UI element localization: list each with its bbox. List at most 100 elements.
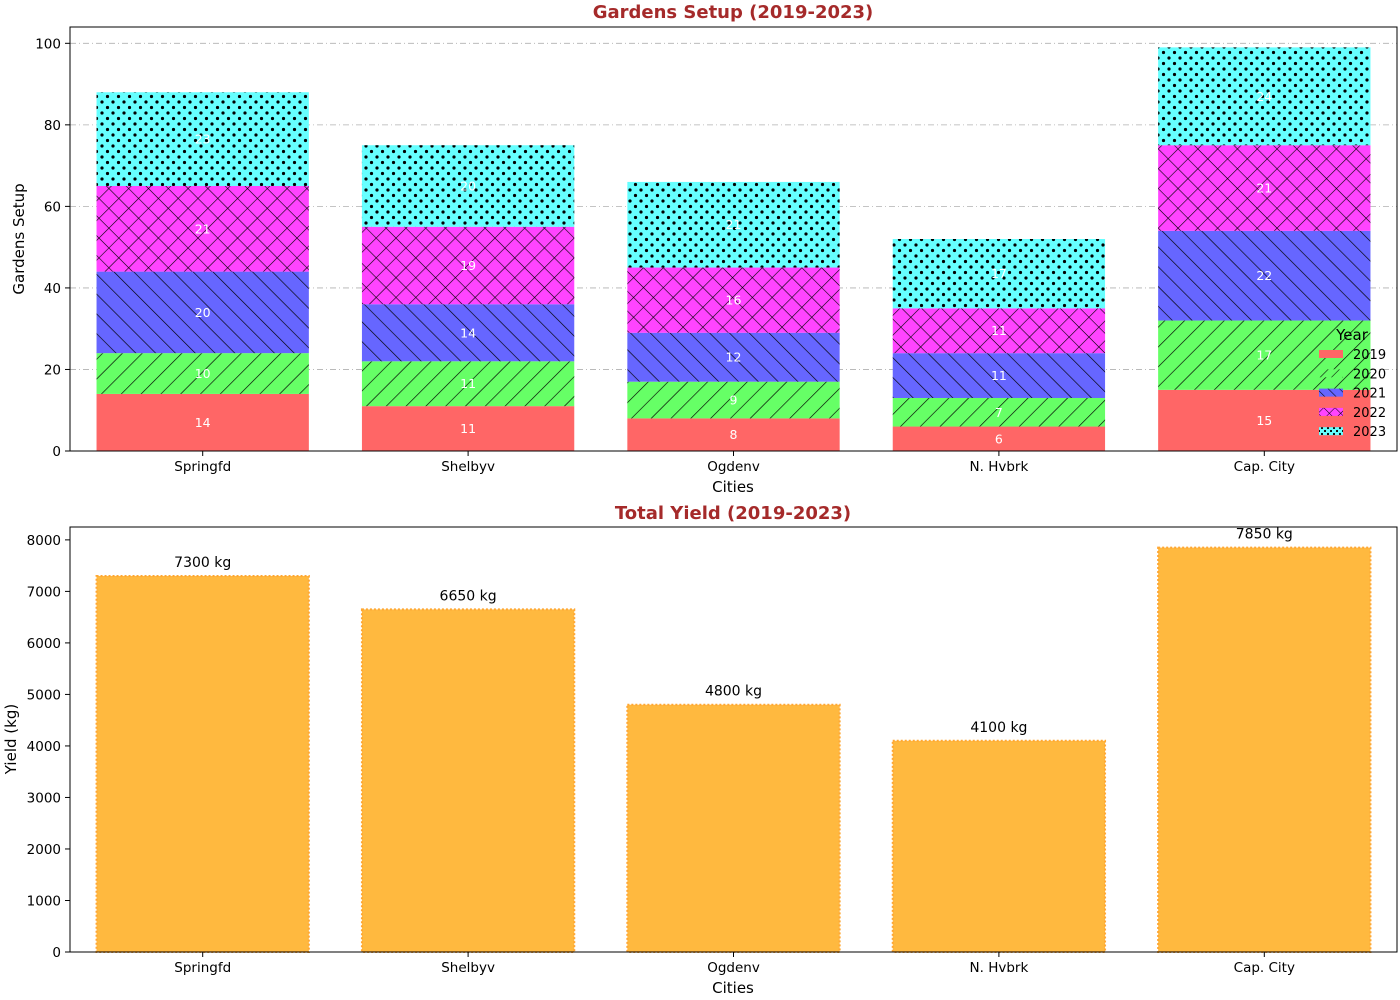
y-tick-label: 6000 — [27, 636, 61, 652]
bar-segment-hatch — [627, 181, 840, 268]
bar-segment-hatch — [892, 353, 1106, 398]
bar-segment-hatch — [361, 361, 575, 407]
segment-value-label: 21 — [195, 221, 211, 236]
bar-segment-hatch — [892, 308, 1106, 354]
legend-label: 2020 — [1353, 367, 1386, 382]
bar-segment-hatch — [96, 271, 309, 354]
y-tick-label: 3000 — [27, 790, 61, 806]
legend-swatch-hatch — [1319, 369, 1343, 378]
yield-bar — [1157, 546, 1372, 954]
y-tick-label: 40 — [44, 281, 61, 297]
y-tick-label: 0 — [52, 945, 61, 961]
y-tick-label: 8000 — [27, 533, 61, 549]
bar-segment-hatch — [96, 353, 309, 394]
bar-value-label: 4800 kg — [705, 684, 762, 700]
bar-segment-hatch — [1158, 145, 1371, 231]
chart2-title: Total Yield (2019-2023) — [615, 503, 851, 524]
legend-swatch-hatch — [1319, 407, 1343, 416]
yield-bar — [626, 703, 841, 954]
segment-value-label: 11 — [460, 421, 476, 436]
segment-value-label: 14 — [195, 415, 211, 430]
gardens-setup-chart: Gardens Setup (2019-2023) 14102021231111… — [10, 2, 1398, 496]
bar-segment-hatch — [361, 304, 575, 362]
bar-value-label: 7850 kg — [1236, 527, 1293, 543]
segment-value-label: 10 — [195, 366, 211, 381]
y-tick-label: 4000 — [27, 739, 61, 755]
segment-value-label: 12 — [726, 350, 742, 365]
x-tick-label: Shelbyv — [441, 960, 495, 976]
segment-value-label: 22 — [1256, 268, 1272, 283]
legend-swatch — [1319, 350, 1343, 358]
segment-value-label: 20 — [195, 305, 211, 320]
bar-segment — [627, 418, 840, 451]
segment-value-label: 11 — [991, 323, 1007, 338]
bar-value-label: 6650 kg — [440, 588, 497, 604]
chart1-title: Gardens Setup (2019-2023) — [593, 2, 874, 23]
legend-label: 2019 — [1353, 348, 1386, 363]
yield-bar — [891, 739, 1107, 954]
y-tick-label: 7000 — [27, 584, 61, 600]
yield-bar — [360, 608, 576, 953]
bar-segment-hatch — [627, 381, 840, 419]
segment-value-label: 23 — [195, 132, 211, 147]
bar-segment-hatch — [361, 145, 575, 227]
x-tick-label: N. Hvbrk — [970, 960, 1029, 976]
x-tick-label: Springfd — [174, 960, 231, 976]
x-tick-label: Springfd — [174, 459, 231, 475]
chart2-x-axis-label: Cities — [712, 979, 754, 997]
bar-value-label: 7300 kg — [174, 555, 231, 571]
yield-bar — [95, 574, 310, 953]
chart1-x-axis-label: Cities — [712, 478, 754, 496]
segment-value-label: 19 — [460, 258, 476, 273]
segment-value-label: 17 — [1256, 348, 1272, 363]
legend-swatch-hatch — [1319, 388, 1343, 397]
bar-value-label: 4100 kg — [970, 720, 1027, 736]
y-tick-label: 100 — [35, 36, 61, 52]
legend-label: 2022 — [1353, 406, 1386, 421]
segment-value-label: 14 — [460, 325, 476, 340]
bar-segment-hatch — [1158, 47, 1371, 146]
segment-value-label: 16 — [726, 293, 742, 308]
bar-segment-hatch — [1158, 230, 1371, 321]
bar-segment-hatch — [892, 239, 1106, 309]
total-yield-chart: Total Yield (2019-2023) 7300 kg 6650 kg 48… — [2, 503, 1398, 997]
y-tick-label: 1000 — [27, 893, 61, 909]
segment-value-label: 15 — [1256, 413, 1272, 428]
legend-label: 2021 — [1353, 387, 1386, 402]
legend-swatch-hatch — [1319, 427, 1343, 436]
bar-segment-hatch — [96, 186, 309, 272]
legend-label: 2023 — [1353, 425, 1386, 440]
x-tick-label: N. Hvbrk — [970, 459, 1029, 475]
segment-value-label: 21 — [726, 217, 742, 232]
chart2-y-axis-label: Yield (kg) — [2, 704, 20, 775]
x-tick-label: Shelbyv — [441, 459, 495, 475]
bar-segment-hatch — [361, 226, 575, 305]
bar-segment-hatch — [627, 267, 840, 333]
y-tick-label: 0 — [52, 444, 61, 460]
bar-segment — [361, 406, 575, 451]
bar-segment-hatch — [627, 332, 840, 382]
bar-segment — [1158, 389, 1371, 451]
bar-segment-hatch — [96, 92, 309, 186]
segment-value-label: 11 — [991, 368, 1007, 383]
segment-value-label: 6 — [995, 431, 1003, 446]
segment-value-label: 24 — [1256, 89, 1272, 104]
legend-title: Year — [1335, 326, 1369, 344]
x-tick-label: Ogdenv — [707, 459, 760, 475]
segment-value-label: 7 — [995, 405, 1003, 420]
bar-segment — [892, 426, 1106, 451]
y-tick-label: 80 — [44, 118, 61, 134]
y-tick-label: 2000 — [27, 842, 61, 858]
chart1-legend: Year 2019 2020 2021 2022 2023 — [1319, 326, 1386, 440]
x-tick-label: Ogdenv — [707, 960, 760, 976]
segment-value-label: 8 — [730, 427, 738, 442]
y-tick-label: 5000 — [27, 687, 61, 703]
y-tick-label: 60 — [44, 199, 61, 215]
bar-segment-hatch — [892, 398, 1106, 427]
bar-segment — [96, 393, 309, 451]
segment-value-label: 20 — [460, 179, 476, 194]
segment-value-label: 17 — [991, 266, 1007, 281]
chart1-y-axis-label: Gardens Setup — [10, 183, 28, 294]
segment-value-label: 9 — [730, 393, 738, 408]
x-tick-label: Cap. City — [1234, 459, 1295, 475]
